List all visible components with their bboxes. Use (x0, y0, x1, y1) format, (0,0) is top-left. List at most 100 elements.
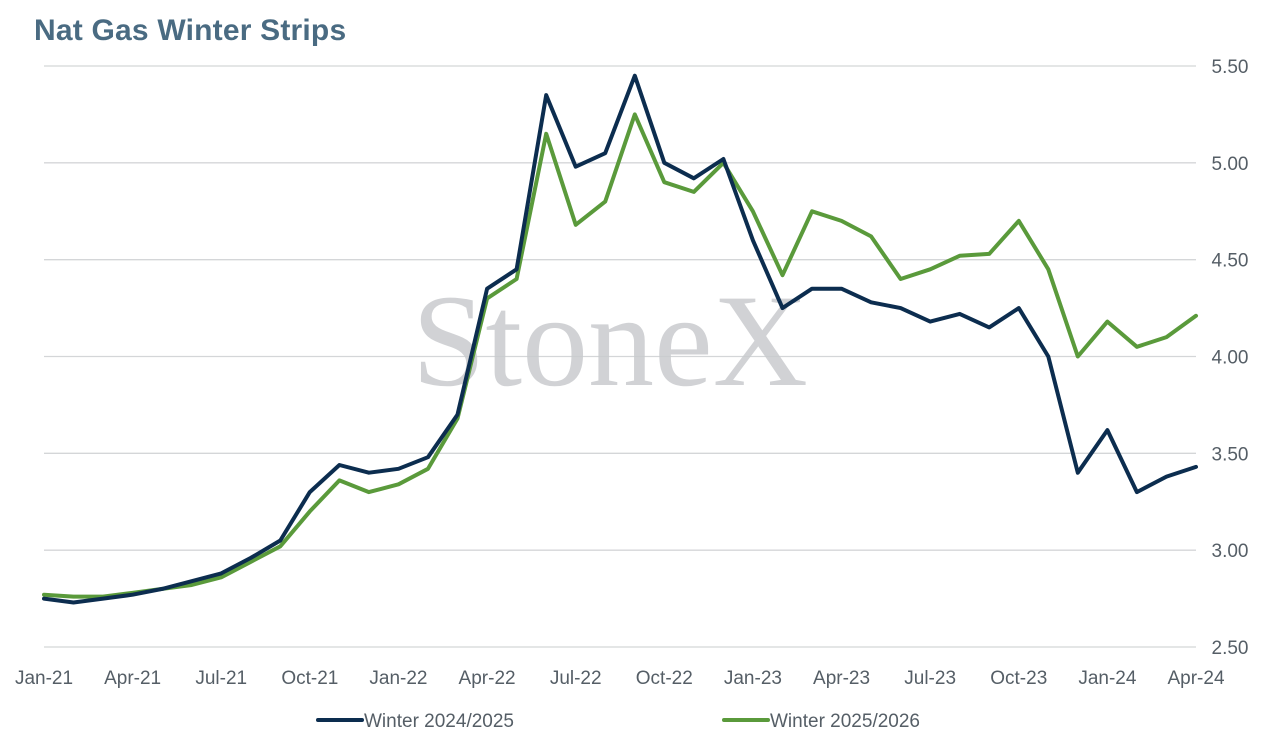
y-tick-label: 4.50 (1212, 251, 1249, 272)
data-point (337, 478, 341, 483)
x-tick-label: Jul-22 (550, 668, 602, 689)
data-point (751, 209, 755, 213)
data-point (662, 161, 666, 165)
data-point (249, 560, 253, 564)
data-point (810, 287, 814, 291)
data-point (869, 234, 873, 239)
data-point (396, 482, 401, 486)
data-point (219, 571, 223, 576)
data-point (42, 593, 46, 597)
series-layer (42, 73, 1198, 605)
data-point (1194, 465, 1198, 469)
x-tick-label: Jan-23 (724, 668, 782, 689)
data-point (219, 575, 223, 579)
data-point (101, 596, 105, 601)
data-point (455, 413, 460, 417)
x-tick-label: Jul-21 (195, 668, 247, 689)
y-axis-ticks: 2.50 3.00 3.50 4.00 4.50 5.00 5.50 (1212, 57, 1249, 659)
data-point (958, 312, 962, 316)
y-tick-label: 3.00 (1212, 541, 1249, 562)
x-tick-label: Oct-22 (636, 668, 693, 689)
data-point (928, 320, 932, 324)
data-point (515, 277, 519, 281)
data-point (1164, 474, 1169, 479)
data-point (721, 157, 725, 161)
legend-label: Winter 2025/2026 (770, 711, 920, 732)
data-point (1017, 306, 1021, 310)
data-point (574, 165, 578, 169)
x-tick-label: Jan-24 (1078, 668, 1137, 689)
x-tick-label: Apr-22 (459, 668, 516, 689)
data-point (426, 455, 430, 459)
data-point (692, 176, 696, 180)
data-point (308, 490, 312, 494)
data-point (190, 583, 194, 587)
data-point (633, 74, 637, 78)
data-point (987, 252, 991, 256)
x-axis-ticks: Jan-21 Apr-21 Jul-21 Oct-21 Jan-22 Apr-22 Jul-… (15, 668, 1225, 689)
x-tick-label: Apr-24 (1167, 668, 1224, 689)
data-point (308, 509, 312, 514)
data-point (71, 600, 76, 605)
data-point (367, 471, 371, 475)
data-point (515, 267, 519, 271)
data-point (544, 132, 548, 136)
data-point (544, 93, 548, 97)
x-tick-label: Apr-21 (104, 668, 161, 689)
data-point (1135, 490, 1139, 494)
x-tick-label: Jul-23 (904, 668, 956, 689)
data-point (958, 254, 962, 258)
data-point (131, 593, 135, 597)
data-point (603, 151, 607, 155)
x-tick-label: Jan-22 (369, 668, 427, 689)
data-point (751, 238, 755, 242)
x-tick-label: Jan-21 (15, 668, 73, 689)
data-point (1076, 354, 1080, 359)
data-point (190, 579, 194, 583)
data-point (1105, 428, 1109, 432)
data-point (839, 287, 844, 291)
data-point (367, 490, 371, 494)
y-tick-label: 4.00 (1212, 348, 1249, 369)
data-point (987, 325, 991, 330)
y-tick-label: 2.50 (1212, 638, 1249, 659)
y-tick-label: 5.00 (1212, 154, 1249, 175)
data-point (71, 595, 76, 599)
data-point (1194, 314, 1198, 318)
data-point (1105, 320, 1109, 324)
y-tick-label: 3.50 (1212, 444, 1249, 465)
legend-label: Winter 2024/2025 (364, 711, 514, 732)
data-point (337, 463, 341, 467)
series-line (42, 112, 1198, 599)
watermark-text: StoneX (412, 267, 808, 414)
data-point (278, 538, 282, 543)
data-point (810, 209, 814, 213)
data-point (1046, 354, 1050, 359)
data-point (1076, 471, 1080, 475)
data-point (42, 596, 46, 601)
chart-title: Nat Gas Winter Strips (34, 14, 347, 47)
y-tick-label: 5.50 (1212, 57, 1249, 78)
data-point (633, 112, 637, 117)
data-point (780, 273, 785, 277)
data-point (278, 544, 282, 548)
legend: Winter 2024/2025 Winter 2025/2026 (316, 711, 920, 732)
data-point (160, 587, 164, 591)
data-point (603, 199, 607, 204)
data-point (1046, 267, 1050, 271)
data-point (780, 306, 785, 310)
data-point (485, 287, 489, 291)
x-tick-label: Oct-23 (990, 668, 1047, 689)
data-point (692, 190, 696, 194)
data-point (1017, 219, 1021, 223)
data-point (1135, 345, 1139, 349)
data-point (574, 223, 578, 227)
data-point (869, 300, 873, 304)
x-tick-label: Oct-21 (281, 668, 338, 689)
data-point (426, 467, 430, 471)
data-point (396, 467, 401, 471)
data-point (899, 306, 903, 310)
data-point (899, 277, 903, 281)
data-point (928, 267, 932, 271)
